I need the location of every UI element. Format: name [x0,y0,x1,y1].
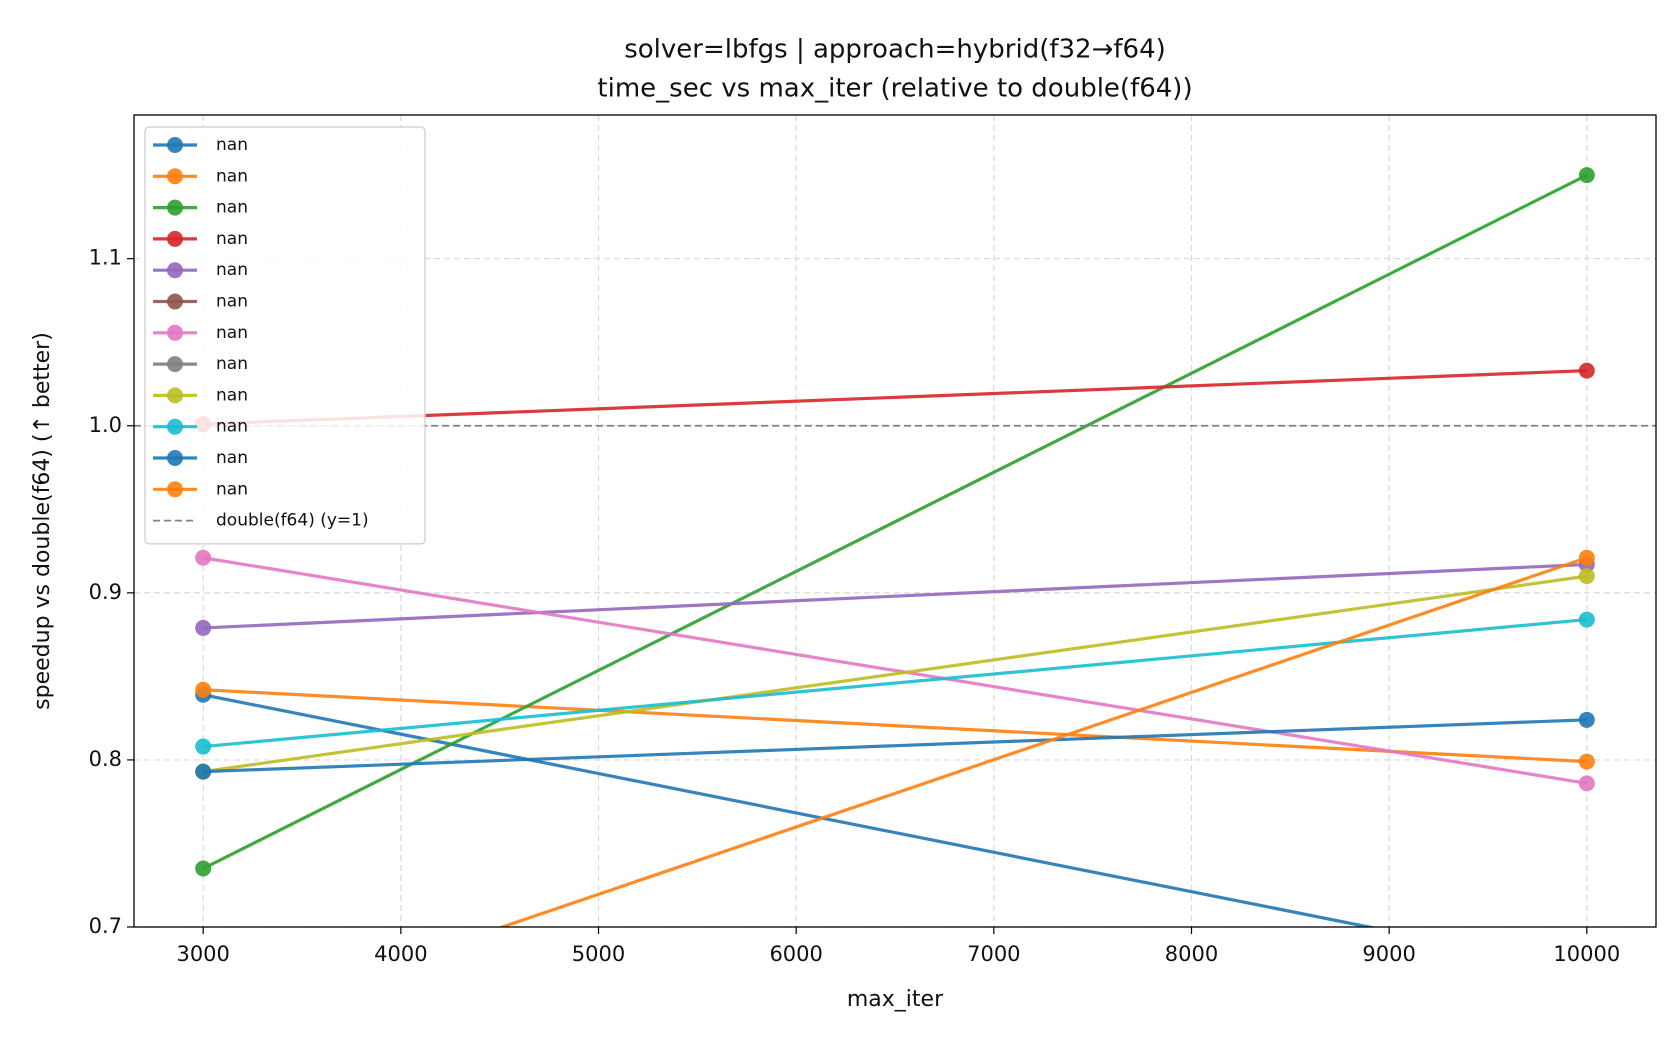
series-line [202,173,1588,870]
data-point [195,549,212,566]
legend-box [144,126,426,545]
data-point [195,619,212,636]
legend-marker [167,418,183,435]
data-point [1578,711,1595,728]
data-point [1578,568,1595,585]
legend-label: nan [216,135,248,155]
legend-label: nan [216,166,248,186]
series-line [203,688,1587,764]
x-tick-label: 10000 [1553,942,1620,966]
series-line [202,556,1588,785]
data-point [1578,611,1595,628]
data-point [195,763,212,780]
y-tick-label: 1.1 [89,246,122,270]
legend-marker [167,137,183,153]
legend-label: double(f64) (y=1) [216,511,369,531]
series-line [202,693,1377,927]
series-line [203,562,1587,630]
plot-frame [133,114,1657,928]
data-point [1578,549,1595,566]
legend-label: nan [216,292,248,312]
chart-subtitle: time_sec vs max_iter (relative to double… [597,74,1192,104]
series-line [203,718,1587,774]
x-tick-label: 9000 [1362,942,1415,966]
x-tick-label: 7000 [967,942,1020,966]
legend-label: nan [216,260,248,280]
chart-title: solver=lbfgs | approach=hybrid(f32→f64) [624,35,1166,65]
series-line [203,617,1587,749]
legend-marker [167,387,183,404]
legend-marker [167,324,183,341]
data-point [195,860,212,877]
legend-label: nan [216,417,248,437]
data-point [1578,362,1595,379]
y-tick-label: 1.0 [89,413,122,437]
legend-label: nan [216,385,248,405]
series-line [202,574,1588,774]
series-line [203,369,1587,426]
data-point [1578,167,1595,184]
data-point [1578,775,1595,792]
legend-label: nan [216,323,248,343]
legend-marker [167,168,183,185]
legend: nan nan nan nan nan nan nan nan nan nan nan nan doub… [144,126,426,545]
y-tick-label: 0.9 [89,580,122,604]
x-axis-label: max_iter [847,987,944,1012]
legend-label: nan [216,479,248,499]
legend-marker [167,199,183,216]
x-tick-label: 4000 [374,942,427,966]
plot-area [134,167,1656,1037]
legend-marker [167,481,183,498]
legend-marker [167,356,183,373]
legend-label: nan [216,229,248,249]
data-point [1578,753,1595,770]
x-tick-label: 6000 [769,942,822,966]
legend-marker [167,262,183,279]
y-tick-label: 0.8 [89,747,122,771]
y-tick-label: 0.7 [89,914,122,938]
axes: 3000 4000 5000 6000 7000 8000 9000 10000 0.7 0.8 0… [89,246,1621,966]
data-point [195,738,212,755]
legend-marker [167,293,183,310]
legend-label: nan [216,354,248,374]
x-tick-label: 8000 [1165,942,1218,966]
x-tick-label: 5000 [572,942,625,966]
legend-label: nan [216,448,248,468]
y-axis-label: speedup vs double(f64) (↑ better) [30,332,55,710]
legend-label: nan [216,198,248,218]
legend-marker [167,230,183,247]
series-line [497,556,1588,927]
legend-marker [167,450,183,466]
data-point [195,681,212,698]
x-tick-label: 3000 [176,942,229,966]
data-point [195,1021,211,1037]
